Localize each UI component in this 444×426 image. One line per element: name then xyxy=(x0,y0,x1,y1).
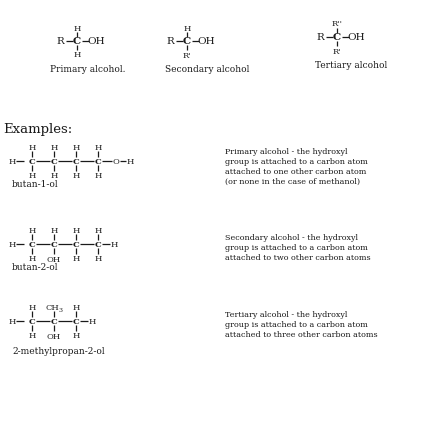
Text: C: C xyxy=(73,158,79,166)
Text: C: C xyxy=(95,240,101,248)
Text: H: H xyxy=(72,144,79,152)
Text: C: C xyxy=(73,240,79,248)
Text: H: H xyxy=(183,25,190,33)
Text: attached to two other carbon atoms: attached to two other carbon atoms xyxy=(225,253,371,262)
Text: C: C xyxy=(28,240,36,248)
Text: H: H xyxy=(28,254,36,262)
Text: Primary alcohol - the hydroxyl: Primary alcohol - the hydroxyl xyxy=(225,148,348,155)
Text: H: H xyxy=(94,172,102,180)
Text: R: R xyxy=(56,37,64,46)
Text: attached to one other carbon atom: attached to one other carbon atom xyxy=(225,167,366,176)
Text: 3: 3 xyxy=(58,308,62,313)
Text: R': R' xyxy=(333,48,341,56)
Text: OH: OH xyxy=(47,332,61,340)
Text: OH: OH xyxy=(47,256,61,263)
Text: R': R' xyxy=(182,52,191,60)
Text: H: H xyxy=(72,172,79,180)
Text: C: C xyxy=(51,317,57,325)
Text: H: H xyxy=(94,227,102,234)
Text: R: R xyxy=(316,33,324,43)
Text: C: C xyxy=(28,317,36,325)
Text: R'': R'' xyxy=(332,20,342,28)
Text: C: C xyxy=(73,37,81,46)
Text: C: C xyxy=(183,37,191,46)
Text: C: C xyxy=(73,317,79,325)
Text: H: H xyxy=(73,25,81,33)
Text: H: H xyxy=(126,158,134,166)
Text: H: H xyxy=(50,144,58,152)
Text: H: H xyxy=(110,240,118,248)
Text: H: H xyxy=(50,172,58,180)
Text: group is attached to a carbon atom: group is attached to a carbon atom xyxy=(225,320,368,328)
Text: H: H xyxy=(72,303,79,311)
Text: CH: CH xyxy=(45,303,59,311)
Text: C: C xyxy=(28,158,36,166)
Text: Secondary alcohol: Secondary alcohol xyxy=(165,65,250,74)
Text: H: H xyxy=(8,240,16,248)
Text: Primary alcohol.: Primary alcohol. xyxy=(50,65,126,74)
Text: Examples:: Examples: xyxy=(3,123,72,136)
Text: H: H xyxy=(28,303,36,311)
Text: H: H xyxy=(73,51,81,59)
Text: H: H xyxy=(8,158,16,166)
Text: Tertiary alcohol: Tertiary alcohol xyxy=(315,61,387,70)
Text: H: H xyxy=(72,254,79,262)
Text: butan-1-ol: butan-1-ol xyxy=(12,180,59,189)
Text: OH: OH xyxy=(197,37,215,46)
Text: O: O xyxy=(113,158,119,166)
Text: Secondary alcohol - the hydroxyl: Secondary alcohol - the hydroxyl xyxy=(225,233,358,242)
Text: H: H xyxy=(50,227,58,234)
Text: OH: OH xyxy=(87,37,105,46)
Text: C: C xyxy=(95,158,101,166)
Text: H: H xyxy=(28,144,36,152)
Text: H: H xyxy=(8,317,16,325)
Text: H: H xyxy=(28,172,36,180)
Text: butan-2-ol: butan-2-ol xyxy=(12,263,59,272)
Text: 2-methylpropan-2-ol: 2-methylpropan-2-ol xyxy=(12,347,105,356)
Text: H: H xyxy=(72,331,79,339)
Text: C: C xyxy=(51,158,57,166)
Text: group is attached to a carbon atom: group is attached to a carbon atom xyxy=(225,243,368,251)
Text: group is attached to a carbon atom: group is attached to a carbon atom xyxy=(225,158,368,166)
Text: R: R xyxy=(166,37,174,46)
Text: attached to three other carbon atoms: attached to three other carbon atoms xyxy=(225,330,378,338)
Text: H: H xyxy=(28,227,36,234)
Text: OH: OH xyxy=(347,33,365,43)
Text: C: C xyxy=(51,240,57,248)
Text: H: H xyxy=(94,254,102,262)
Text: (or none in the case of methanol): (or none in the case of methanol) xyxy=(225,178,360,186)
Text: Tertiary alcohol - the hydroxyl: Tertiary alcohol - the hydroxyl xyxy=(225,310,347,318)
Text: H: H xyxy=(72,227,79,234)
Text: H: H xyxy=(94,144,102,152)
Text: H: H xyxy=(88,317,96,325)
Text: C: C xyxy=(333,33,341,43)
Text: H: H xyxy=(28,331,36,339)
